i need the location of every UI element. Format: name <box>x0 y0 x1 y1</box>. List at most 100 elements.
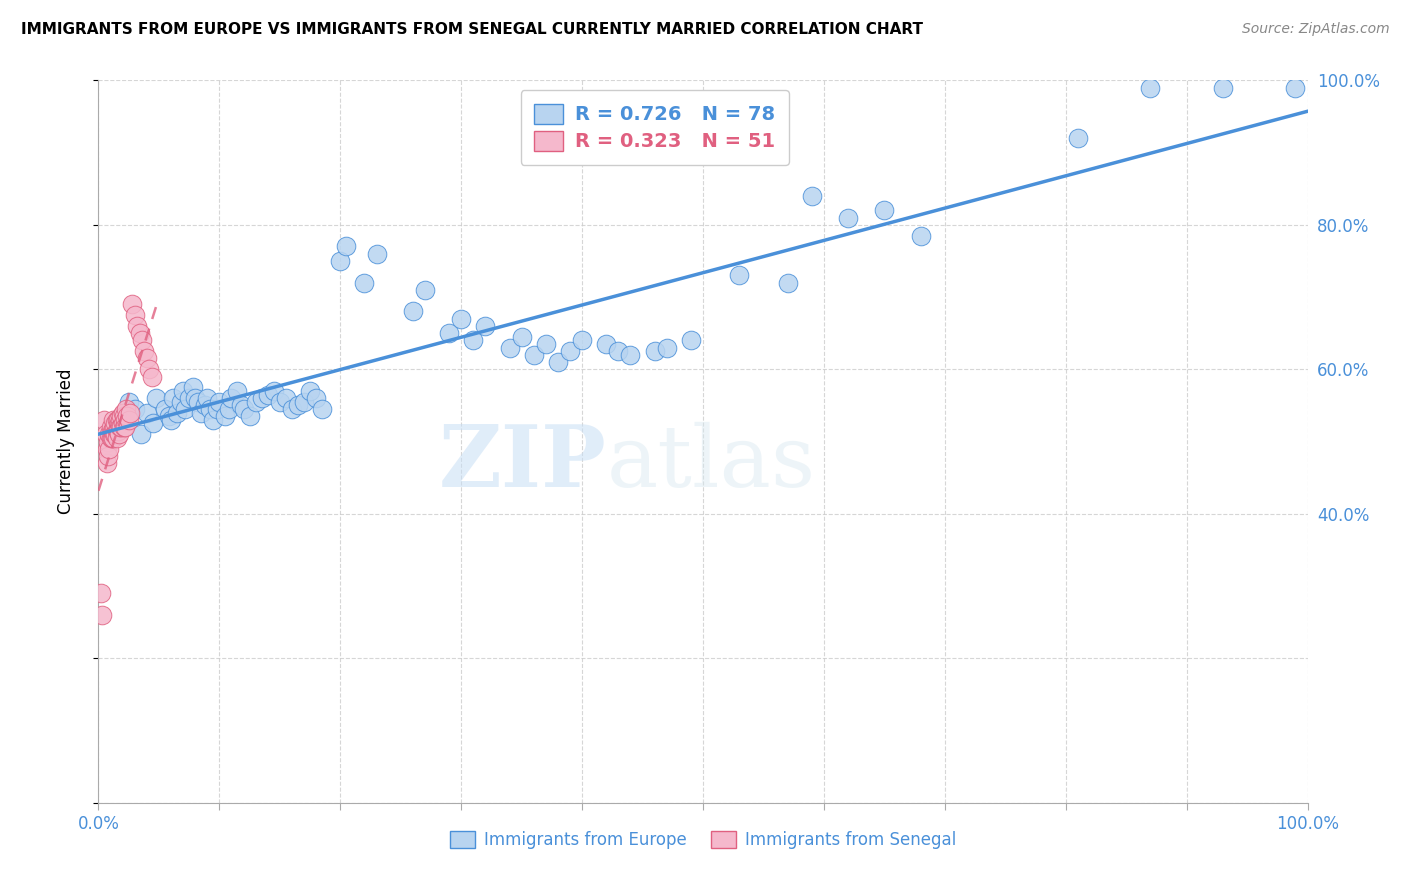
Point <box>1067 131 1090 145</box>
Point <box>96 442 118 456</box>
Point <box>269 394 291 409</box>
Point <box>127 318 149 333</box>
Point <box>131 334 153 348</box>
Point <box>111 417 134 431</box>
Point <box>250 391 273 405</box>
Point <box>607 344 630 359</box>
Point <box>118 413 141 427</box>
Point <box>104 427 127 442</box>
Point <box>281 402 304 417</box>
Point <box>100 431 122 445</box>
Point <box>110 409 132 424</box>
Point <box>98 442 121 456</box>
Point <box>873 203 896 218</box>
Point <box>108 427 131 442</box>
Point <box>205 402 228 417</box>
Point <box>187 394 209 409</box>
Point <box>214 409 236 424</box>
Point <box>135 406 157 420</box>
Point <box>114 420 136 434</box>
Point <box>179 391 201 405</box>
Point <box>124 308 146 322</box>
Point <box>329 253 352 268</box>
Point <box>160 413 183 427</box>
Point <box>184 391 207 405</box>
Point <box>523 348 546 362</box>
Point <box>571 334 593 348</box>
Point <box>114 413 136 427</box>
Point <box>450 311 472 326</box>
Point <box>510 330 533 344</box>
Point <box>105 431 128 445</box>
Point <box>96 456 118 470</box>
Point <box>97 449 120 463</box>
Point <box>800 189 823 203</box>
Point <box>232 402 254 417</box>
Point <box>194 398 217 412</box>
Point <box>100 424 122 438</box>
Point <box>107 424 129 438</box>
Point <box>218 402 240 417</box>
Point <box>135 351 157 366</box>
Point <box>108 413 131 427</box>
Point <box>402 304 425 318</box>
Point <box>142 417 165 431</box>
Point <box>105 424 128 438</box>
Point <box>256 387 278 401</box>
Point <box>311 402 333 417</box>
Point <box>776 276 799 290</box>
Point <box>157 409 180 424</box>
Point <box>118 394 141 409</box>
Point <box>108 420 131 434</box>
Point <box>463 334 485 348</box>
Point <box>107 413 129 427</box>
Point <box>202 413 225 427</box>
Text: atlas: atlas <box>606 422 815 505</box>
Point <box>558 344 581 359</box>
Point <box>595 337 617 351</box>
Point <box>94 427 117 442</box>
Text: Source: ZipAtlas.com: Source: ZipAtlas.com <box>1241 22 1389 37</box>
Point <box>141 369 163 384</box>
Point <box>335 239 357 253</box>
Point <box>181 380 204 394</box>
Point <box>162 391 184 405</box>
Point <box>274 391 297 405</box>
Point <box>366 246 388 260</box>
Point <box>198 402 221 417</box>
Point <box>112 409 135 424</box>
Point <box>1212 80 1234 95</box>
Point <box>245 394 267 409</box>
Point <box>118 406 141 420</box>
Point <box>91 607 114 622</box>
Point <box>208 394 231 409</box>
Point <box>105 413 128 427</box>
Point <box>287 398 309 412</box>
Point <box>190 406 212 420</box>
Point <box>108 417 131 431</box>
Point <box>498 341 520 355</box>
Point <box>104 417 127 431</box>
Point <box>229 398 252 412</box>
Point <box>728 268 751 283</box>
Point <box>655 341 678 355</box>
Point <box>166 406 188 420</box>
Point <box>112 420 135 434</box>
Point <box>100 431 122 445</box>
Point <box>93 413 115 427</box>
Point <box>90 586 112 600</box>
Point <box>121 297 143 311</box>
Point <box>101 431 124 445</box>
Point <box>910 228 932 243</box>
Point <box>145 391 167 405</box>
Point <box>437 326 460 340</box>
Point <box>110 420 132 434</box>
Point <box>101 424 124 438</box>
Point <box>474 318 496 333</box>
Point <box>103 427 125 442</box>
Point <box>134 344 156 359</box>
Point <box>169 394 191 409</box>
Point <box>226 384 249 398</box>
Point <box>239 409 262 424</box>
Point <box>98 427 121 442</box>
